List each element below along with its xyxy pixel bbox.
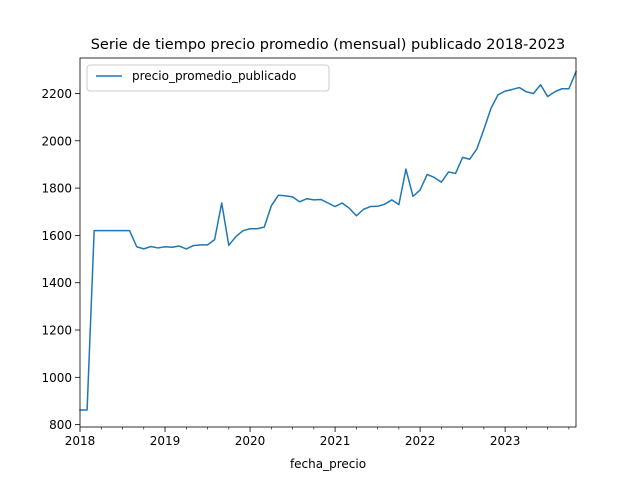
y-tick-label: 1600 [41,229,72,243]
x-tick-label: 2018 [65,434,96,448]
y-tick-label: 2000 [41,134,72,148]
y-tick-label: 2200 [41,87,72,101]
x-tick-label: 2019 [150,434,181,448]
y-tick-label: 1800 [41,182,72,196]
x-tick-label: 2023 [490,434,521,448]
x-tick-label: 2021 [320,434,351,448]
legend: precio_promedio_publicado [86,64,330,92]
y-tick-label: 1200 [41,324,72,338]
x-axis: 2018 2019 2020 2021 2022 2023 [65,427,570,448]
legend-label: precio_promedio_publicado [132,69,296,83]
legend-box [86,64,330,92]
chart-title: Serie de tiempo precio promedio (mensual… [91,37,566,53]
x-axis-label: fecha_precio [290,457,366,471]
x-tick-label: 2022 [405,434,436,448]
y-tick-label: 1400 [41,276,72,290]
y-axis: 800 1000 1200 1400 1600 1800 2000 2200 [41,87,80,432]
series-line [79,70,577,411]
plot-area [79,57,577,428]
y-tick-label: 800 [49,418,72,432]
y-tick-label: 1000 [41,371,72,385]
x-tick-label: 2020 [235,434,266,448]
plot-frame [79,57,577,428]
